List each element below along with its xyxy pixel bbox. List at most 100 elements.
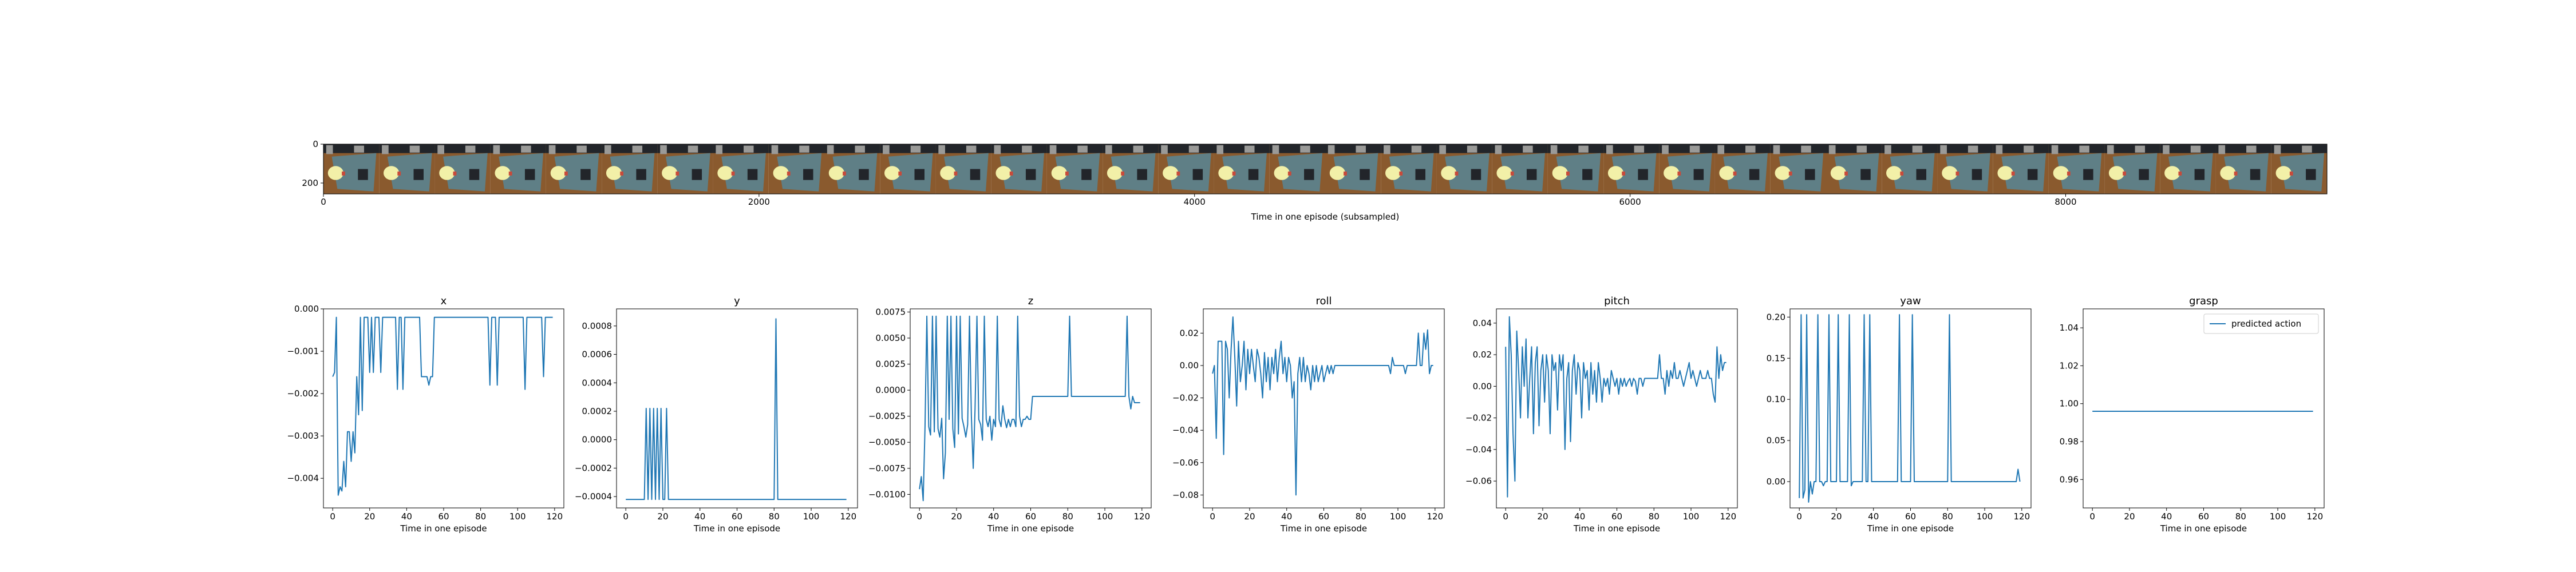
frame-object — [495, 166, 511, 180]
frame-robot-arm — [721, 153, 766, 192]
y-tick-label: 0.0050 — [876, 333, 906, 343]
y-tick-label: 0.0004 — [582, 378, 613, 388]
frame-robot-arm — [1723, 153, 1768, 192]
frame-background — [490, 144, 546, 153]
frame-object — [717, 166, 733, 180]
frame-bin — [1912, 145, 1923, 153]
x-tick-label: 60 — [1905, 511, 1916, 522]
x-axis-label: Time in one episode — [2160, 523, 2247, 534]
frame-cabinet — [1049, 145, 1057, 154]
frame-background — [991, 144, 1047, 153]
filmstrip-frame — [1714, 144, 1771, 194]
x-tick-label: 0 — [1503, 511, 1508, 522]
frame-robot-arm — [443, 153, 488, 192]
frame-background — [713, 144, 769, 153]
frame-object — [1218, 166, 1234, 180]
frame-robot-arm — [888, 153, 933, 192]
frame-background — [1993, 144, 2049, 153]
frame-bin — [409, 145, 420, 153]
frame-gripper — [1805, 169, 1815, 180]
frame-object — [2275, 166, 2291, 180]
chart-x: 0 20 40 60 80 100 120 −0.004 −0.003 −0.002 −0.001 0… — [287, 295, 564, 534]
frame-marker — [1566, 171, 1570, 176]
x-tick-label: 60 — [2198, 511, 2209, 522]
frame-bin — [1578, 145, 1589, 153]
frame-robot-arm — [1166, 153, 1211, 192]
frame-background — [1325, 144, 1381, 153]
frame-cabinet — [1495, 145, 1502, 154]
filmstrip-frame — [1158, 144, 1214, 194]
x-tick-label: 60 — [732, 511, 742, 522]
y-tick-label: 0.0075 — [876, 307, 906, 317]
frame-robot-arm — [1111, 153, 1156, 192]
frame-robot-arm — [944, 153, 989, 192]
series-line-yaw — [1799, 314, 2021, 503]
frame-bin — [1133, 145, 1144, 153]
frame-gripper — [1749, 169, 1760, 180]
frame-object — [1274, 166, 1290, 180]
frame-marker — [620, 171, 624, 176]
x-axis-label: Time in one episode — [1280, 523, 1367, 534]
frame-marker — [1900, 171, 1904, 176]
frame-bin — [910, 145, 921, 153]
frame-background — [379, 144, 435, 153]
frame-gripper — [970, 169, 981, 180]
chart-roll: 0 20 40 60 80 100 120 −0.08 −0.06 −0.04 −0.02 0.00 0… — [1172, 295, 1445, 534]
frame-gripper — [413, 169, 424, 180]
frame-bin — [2079, 145, 2089, 153]
frame-gripper — [1248, 169, 1259, 180]
filmstrip-frame — [546, 144, 602, 194]
x-tick-label: 100 — [1390, 511, 1406, 522]
x-tick-label: 120 — [1133, 511, 1150, 522]
frame-bin — [2246, 145, 2257, 153]
frame-robot-arm — [999, 153, 1045, 192]
frame-robot-arm — [1946, 153, 1990, 192]
y-tick-label: 0.02 — [1473, 349, 1492, 360]
frame-robot-arm — [610, 153, 655, 192]
frame-cabinet — [1606, 145, 1613, 154]
x-tick-label: 20 — [1537, 511, 1548, 522]
frame-object — [995, 166, 1012, 180]
frame-robot-arm — [1055, 153, 1100, 192]
frame-robot-arm — [1445, 153, 1490, 192]
frame-marker — [1287, 171, 1291, 176]
frame-cabinet — [1439, 145, 1446, 154]
frame-robot-arm — [1556, 153, 1601, 192]
frame-background — [2271, 144, 2327, 153]
frame-gripper — [2194, 169, 2205, 180]
frame-robot-arm — [1333, 153, 1378, 192]
frame-object — [662, 166, 678, 180]
frame-gripper — [859, 169, 869, 180]
y-tick-label: 0.20 — [1767, 312, 1785, 322]
frame-robot-arm — [1611, 153, 1657, 192]
x-tick-label: 0 — [330, 511, 335, 522]
filmstrip-frame — [1214, 144, 1270, 194]
frame-object — [828, 166, 844, 180]
y-tick-label: −0.04 — [1465, 444, 1492, 455]
x-tick-label: 120 — [1720, 511, 1736, 522]
x-tick-label: 80 — [2235, 511, 2246, 522]
frame-gripper — [1526, 169, 1537, 180]
frame-gripper — [803, 169, 813, 180]
filmstrip-frame — [768, 144, 824, 194]
x-tick-label: 40 — [988, 511, 999, 522]
frame-background — [1770, 144, 1826, 153]
frame-robot-arm — [499, 153, 544, 192]
frame-cabinet — [382, 145, 389, 154]
x-tick-label: 80 — [1649, 511, 1660, 522]
x-tick-label: 100 — [1683, 511, 1700, 522]
frame-object — [550, 166, 566, 180]
frame-background — [1269, 144, 1325, 153]
frame-cabinet — [2163, 145, 2170, 154]
frame-gripper — [469, 169, 480, 180]
y-tick-label: −0.06 — [1465, 476, 1492, 486]
frame-background — [1882, 144, 1938, 153]
frame-gripper — [1304, 169, 1314, 180]
filmstrip-frame — [602, 144, 658, 194]
frame-background — [768, 144, 824, 153]
frame-background — [657, 144, 713, 153]
frame-bin — [2024, 145, 2034, 153]
filmstrip-frame — [1325, 144, 1381, 194]
